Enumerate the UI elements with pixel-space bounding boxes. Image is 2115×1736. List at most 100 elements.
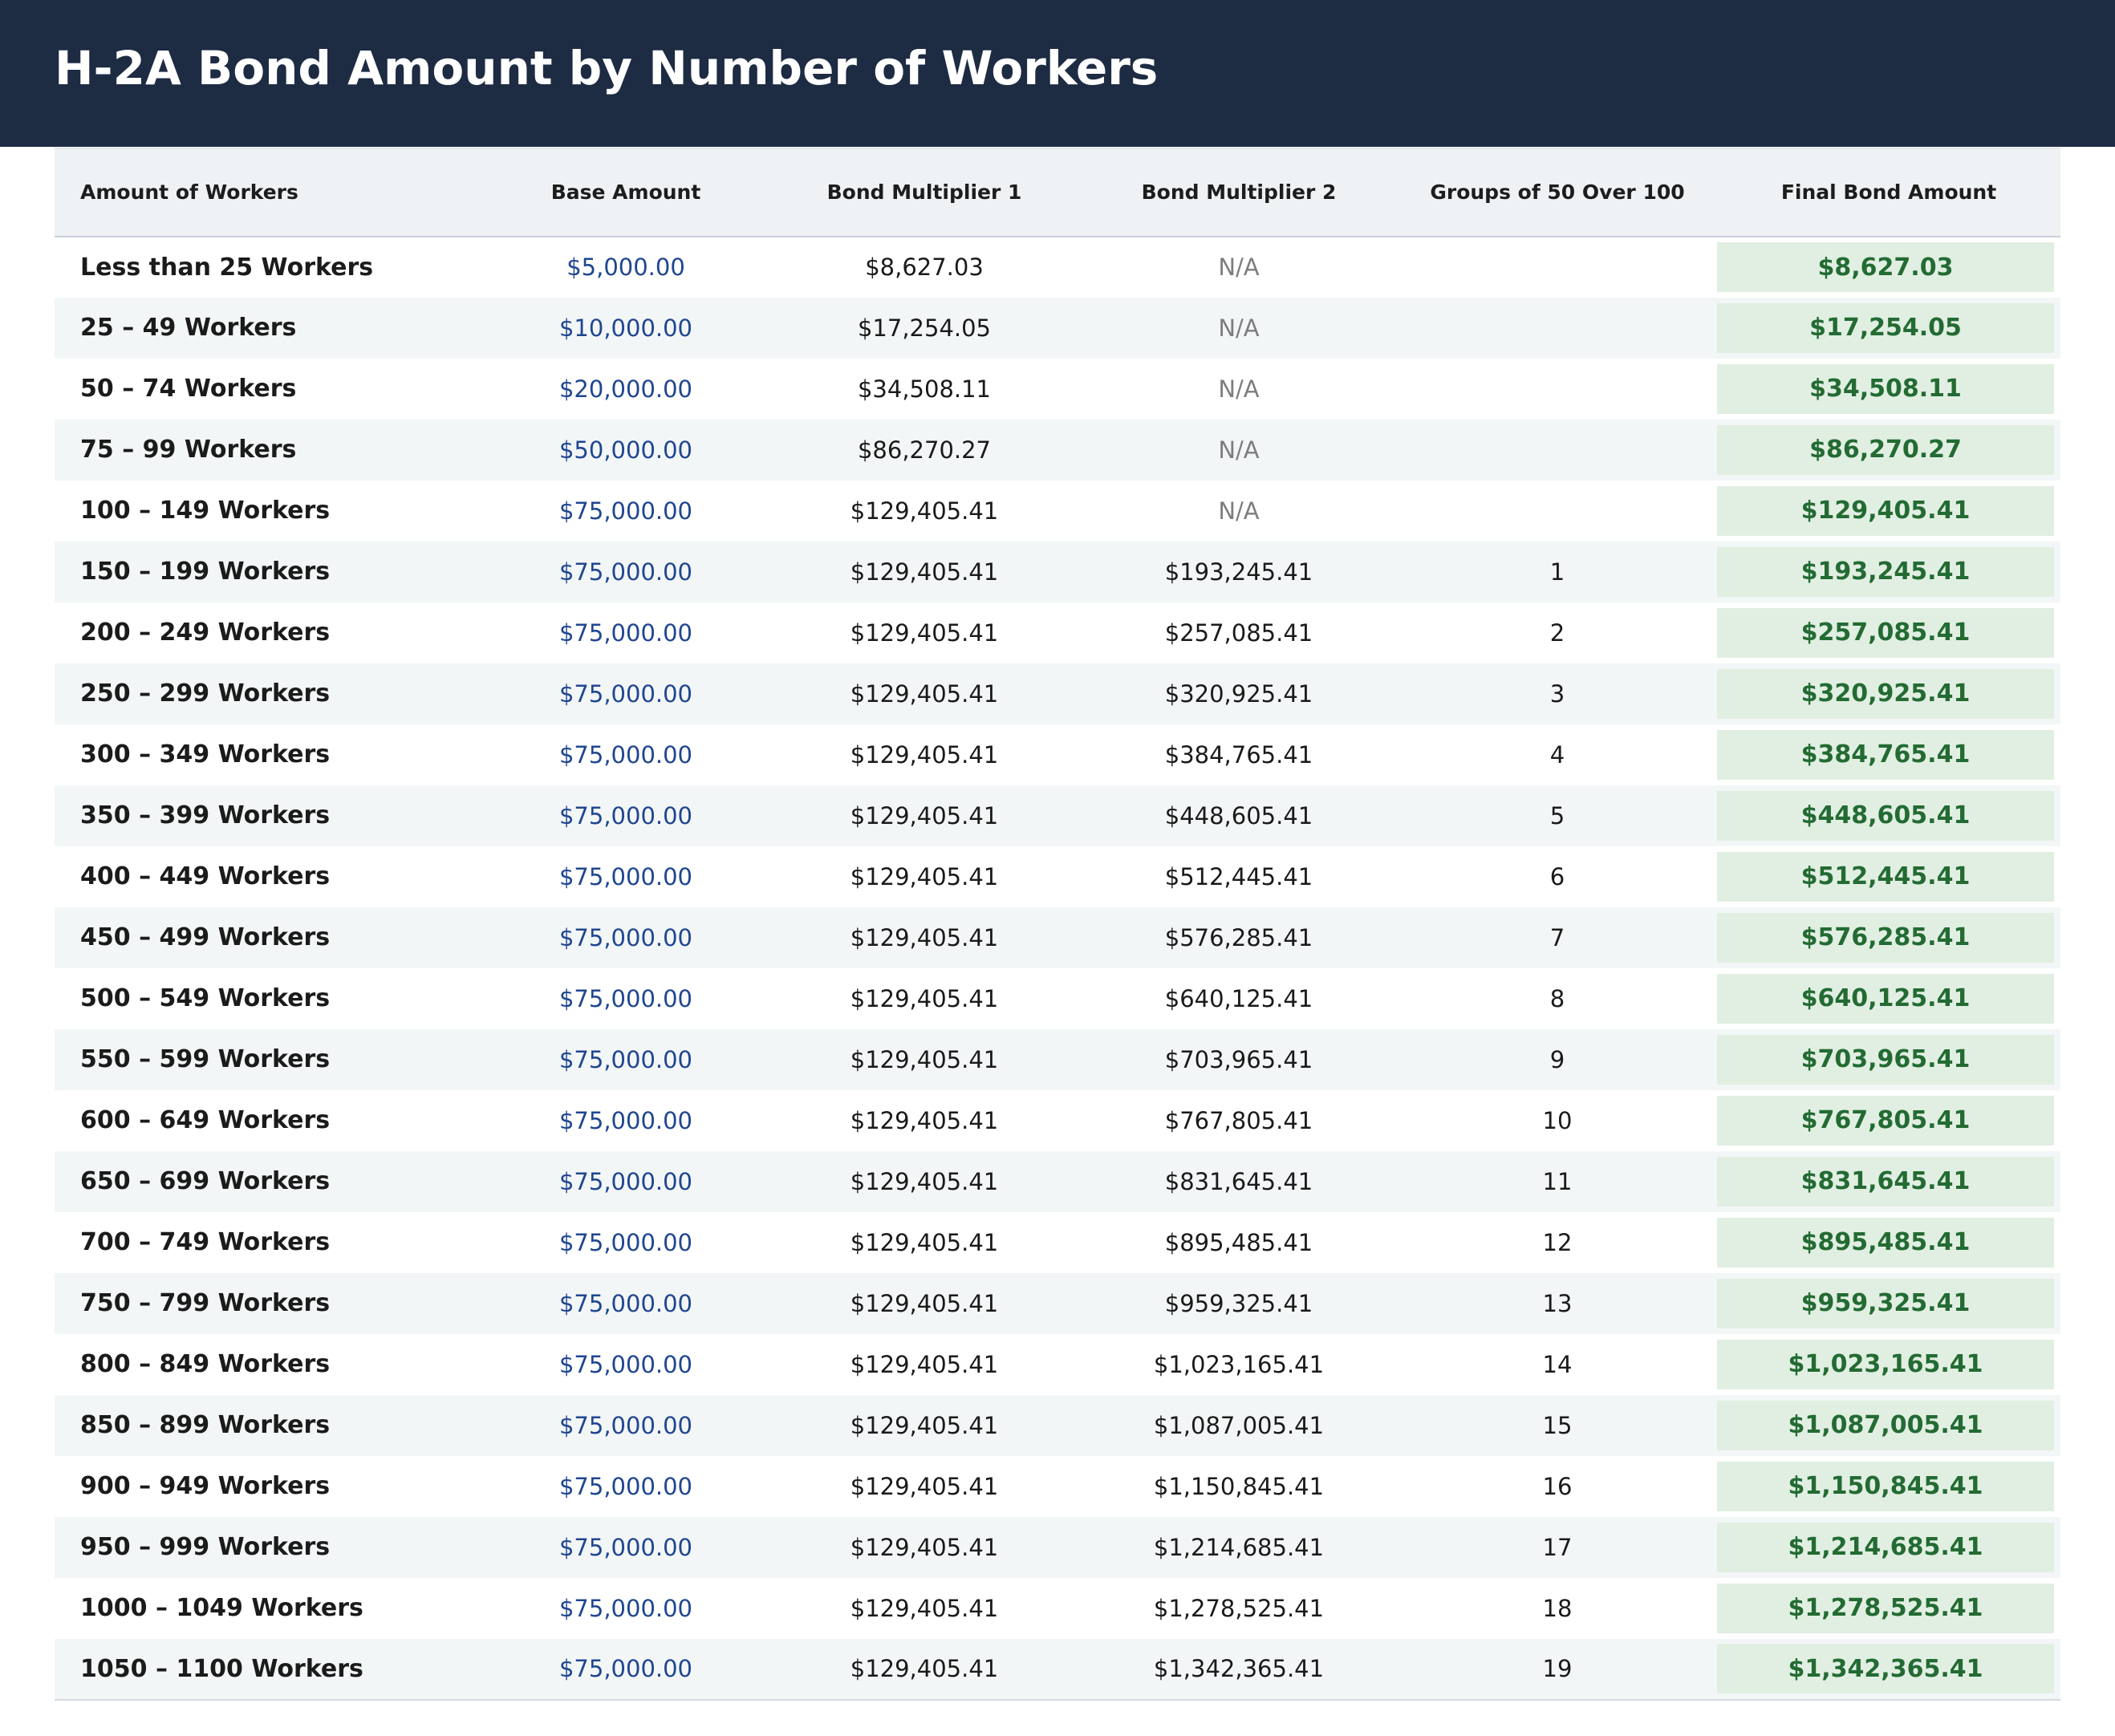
table-row: 75 – 99 Workers $50,000.00 $86,270.27 N/A $8… [55,419,2060,481]
workers-cell: 550 – 599 Workers [80,1045,331,1073]
bond-multiplier-1-cell: $129,405.41 [850,1045,999,1073]
final-bond-amount-value: $959,325.41 [1717,1278,2054,1328]
final-bond-amount-value: $1,342,365.41 [1717,1644,2054,1693]
bond-multiplier-2-cell: $1,023,165.41 [1153,1350,1325,1378]
bond-multiplier-2-cell: $1,342,365.41 [1153,1655,1325,1682]
groups-over-100-cell: 4 [1549,740,1565,769]
final-bond-amount-cell: $1,023,165.41 [1717,1334,2060,1395]
column-header-bond-multiplier-1[interactable]: Bond Multiplier 1 [769,148,1080,237]
table-body: Less than 25 Workers $5,000.00 $8,627.03 N/… [55,237,2060,1700]
final-bond-amount-value: $1,150,845.41 [1717,1461,2054,1511]
table-header-row: Amount of Workers Base Amount Bond Multi… [55,148,2060,237]
groups-over-100-cell: 9 [1549,1045,1565,1073]
groups-over-100-cell: 15 [1542,1411,1573,1439]
workers-cell: 1050 – 1100 Workers [80,1654,363,1683]
base-amount-cell: $75,000.00 [558,801,693,829]
final-bond-amount-value: $193,245.41 [1717,546,2054,597]
base-amount-cell: $75,000.00 [558,1045,693,1073]
column-header-final-bond-amount[interactable]: Final Bond Amount [1717,148,2060,237]
base-amount-cell: $75,000.00 [558,558,693,586]
final-bond-amount-cell: $320,925.41 [1717,663,2060,724]
column-header-bond-multiplier-2[interactable]: Bond Multiplier 2 [1080,148,1398,237]
workers-cell: 50 – 74 Workers [80,375,297,403]
table-row: Less than 25 Workers $5,000.00 $8,627.03 N/… [55,237,2060,298]
bond-multiplier-2-cell: N/A [1218,375,1260,403]
final-bond-amount-value: $512,445.41 [1717,851,2054,902]
final-bond-amount-value: $1,278,525.41 [1717,1583,2054,1633]
table-row: 600 – 649 Workers $75,000.00 $129,405.41 $7… [55,1090,2060,1151]
final-bond-amount-value: $384,765.41 [1717,729,2054,780]
bond-multiplier-2-cell: $1,214,685.41 [1153,1533,1325,1561]
final-bond-amount-value: $895,485.41 [1717,1217,2054,1268]
base-amount-cell: $75,000.00 [558,1350,693,1378]
base-amount-cell: $75,000.00 [558,1594,693,1622]
final-bond-amount-value: $86,270.27 [1717,424,2054,475]
bond-multiplier-1-cell: $86,270.27 [857,436,992,464]
workers-cell: 900 – 949 Workers [80,1472,331,1500]
final-bond-amount-cell: $576,285.41 [1717,907,2060,968]
final-bond-amount-cell: $193,245.41 [1717,541,2060,602]
bond-multiplier-1-cell: $17,254.05 [857,314,992,342]
final-bond-amount-cell: $1,342,365.41 [1717,1639,2060,1700]
bond-multiplier-1-cell: $129,405.41 [850,1655,999,1682]
base-amount-cell: $75,000.00 [558,862,693,890]
groups-over-100-cell: 2 [1549,619,1565,647]
workers-cell: 150 – 199 Workers [80,558,331,586]
workers-cell: 850 – 899 Workers [80,1411,331,1439]
final-bond-amount-value: $1,087,005.41 [1717,1400,2054,1450]
final-bond-amount-value: $320,925.41 [1717,668,2054,719]
bond-multiplier-2-cell: N/A [1218,254,1260,281]
base-amount-cell: $5,000.00 [566,254,685,281]
bond-multiplier-1-cell: $129,405.41 [850,1533,999,1561]
bond-multiplier-1-cell: $8,627.03 [865,254,984,281]
groups-over-100-cell: 10 [1542,1106,1573,1134]
workers-cell: 25 – 49 Workers [80,314,297,342]
base-amount-cell: $75,000.00 [558,1411,693,1439]
bond-multiplier-2-cell: $576,285.41 [1164,923,1313,951]
bond-multiplier-1-cell: $129,405.41 [850,862,999,890]
bond-multiplier-1-cell: $129,405.41 [850,1289,999,1317]
groups-over-100-cell: 1 [1549,558,1565,586]
page-header: H-2A Bond Amount by Number of Workers [0,0,2115,147]
bond-multiplier-1-cell: $129,405.41 [850,558,999,586]
workers-cell: 250 – 299 Workers [80,679,331,708]
groups-over-100-cell [1398,237,1717,298]
final-bond-amount-cell: $384,765.41 [1717,724,2060,785]
base-amount-cell: $75,000.00 [558,1106,693,1134]
bond-multiplier-2-cell: $640,125.41 [1164,984,1313,1012]
workers-cell: 400 – 449 Workers [80,862,331,890]
base-amount-cell: $75,000.00 [558,1289,693,1317]
base-amount-cell: $75,000.00 [558,984,693,1012]
final-bond-amount-cell: $703,965.41 [1717,1029,2060,1090]
groups-over-100-cell: 5 [1549,801,1565,829]
final-bond-amount-value: $129,405.41 [1717,485,2054,536]
bond-multiplier-1-cell: $129,405.41 [850,1411,999,1439]
final-bond-amount-cell: $895,485.41 [1717,1212,2060,1273]
final-bond-amount-cell: $1,278,525.41 [1717,1578,2060,1639]
final-bond-amount-value: $17,254.05 [1717,302,2054,353]
workers-cell: Less than 25 Workers [80,253,374,282]
column-header-workers[interactable]: Amount of Workers [55,148,483,237]
final-bond-amount-cell: $86,270.27 [1717,420,2060,481]
base-amount-cell: $75,000.00 [558,497,693,525]
groups-over-100-cell: 12 [1542,1228,1573,1256]
column-header-base-amount[interactable]: Base Amount [483,148,769,237]
workers-cell: 600 – 649 Workers [80,1106,331,1134]
table-row: 150 – 199 Workers $75,000.00 $129,405.41 $1… [55,541,2060,602]
column-header-groups-over-100[interactable]: Groups of 50 Over 100 [1398,148,1717,237]
bond-multiplier-2-cell: $384,765.41 [1164,740,1313,769]
bond-multiplier-1-cell: $129,405.41 [850,923,999,951]
final-bond-amount-cell: $640,125.41 [1717,968,2060,1029]
bond-multiplier-2-cell: $895,485.41 [1164,1228,1313,1256]
table-row: 700 – 749 Workers $75,000.00 $129,405.41 $8… [55,1212,2060,1273]
final-bond-amount-cell: $129,405.41 [1717,481,2060,541]
bond-multiplier-1-cell: $129,405.41 [850,497,999,525]
groups-over-100-cell: 17 [1542,1533,1573,1561]
bond-multiplier-2-cell: $1,087,005.41 [1153,1411,1325,1439]
table-row: 1000 – 1049 Workers $75,000.00 $129,405.41… [55,1578,2060,1639]
bond-multiplier-2-cell: $1,150,845.41 [1153,1472,1325,1500]
workers-cell: 200 – 249 Workers [80,619,331,647]
base-amount-cell: $20,000.00 [558,375,693,403]
final-bond-amount-cell: $1,150,845.41 [1717,1456,2060,1517]
final-bond-amount-value: $767,805.41 [1717,1095,2054,1146]
